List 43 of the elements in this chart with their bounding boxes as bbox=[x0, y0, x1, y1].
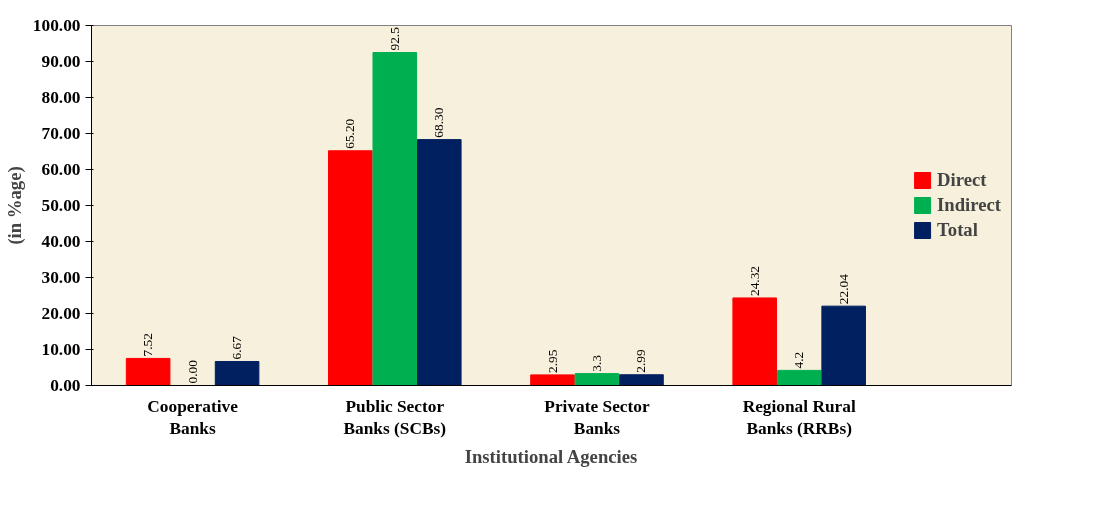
data-label: 2.95 bbox=[544, 349, 560, 373]
y-tick-label: 30.00 bbox=[41, 268, 81, 287]
x-tick-label: Regional Rural Banks (RRBs) bbox=[742, 396, 856, 439]
bar bbox=[214, 360, 260, 386]
bar bbox=[372, 52, 418, 386]
y-tick-label: 10.00 bbox=[41, 340, 81, 359]
y-tick-label: 60.00 bbox=[41, 160, 81, 179]
data-label: 92.5 bbox=[386, 26, 402, 51]
y-axis-title: (in %age) bbox=[3, 166, 26, 245]
y-tick-label: 20.00 bbox=[41, 304, 81, 323]
y-tick-label: 0.00 bbox=[50, 376, 81, 395]
bar bbox=[732, 297, 778, 386]
x-tick-label: Public Sector Banks (SCBs) bbox=[343, 396, 447, 439]
x-tick-label: Private Sector Banks bbox=[544, 396, 650, 439]
data-label: 6.67 bbox=[229, 335, 245, 360]
legend-label: Direct bbox=[937, 169, 987, 191]
y-tick-label: 50.00 bbox=[41, 196, 81, 215]
data-label: 2.99 bbox=[633, 349, 649, 373]
data-label: 3.3 bbox=[588, 354, 604, 372]
data-label: 4.2 bbox=[791, 351, 807, 369]
bar bbox=[821, 305, 866, 386]
y-tick-label: 80.00 bbox=[41, 88, 81, 107]
data-label: 24.32 bbox=[746, 265, 762, 296]
bar bbox=[328, 150, 373, 386]
y-tick-label: 70.00 bbox=[41, 124, 81, 143]
y-tick-label: 100.00 bbox=[32, 16, 81, 35]
bar bbox=[574, 373, 620, 386]
y-tick-label: 40.00 bbox=[41, 232, 81, 251]
x-axis-title: Institutional Agencies bbox=[464, 446, 638, 468]
y-tick-label: 90.00 bbox=[41, 52, 81, 71]
bar bbox=[416, 139, 462, 386]
data-label: 7.52 bbox=[140, 333, 156, 357]
bar bbox=[530, 374, 575, 386]
bar bbox=[776, 369, 822, 386]
x-tick-label: Cooperative Banks bbox=[147, 396, 239, 439]
legend-label: Total bbox=[937, 219, 978, 241]
data-label: 0.00 bbox=[184, 359, 200, 384]
data-label: 68.30 bbox=[431, 107, 447, 138]
data-label: 65.20 bbox=[342, 118, 358, 149]
bar bbox=[125, 357, 171, 386]
bar bbox=[619, 374, 664, 386]
data-label: 22.04 bbox=[835, 273, 851, 305]
legend-label: Indirect bbox=[937, 194, 1001, 216]
